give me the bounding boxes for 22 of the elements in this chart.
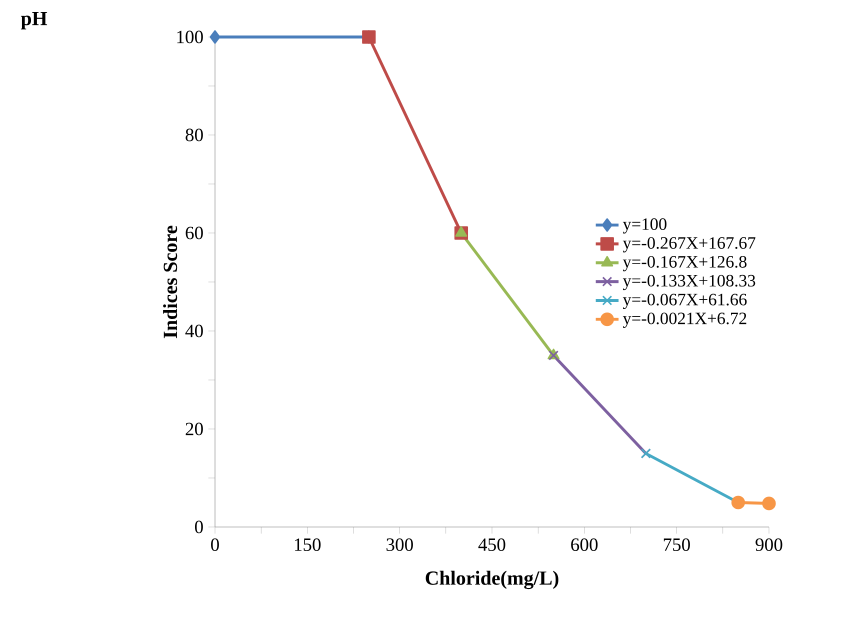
y-tick-label: 100: [177, 30, 203, 44]
legend-label: y=-0.067X+61.66: [622, 294, 747, 309]
x-tick-label: 300: [386, 538, 413, 551]
x-axis-title: Chloride(mg/L): [426, 570, 558, 590]
legend-label: y=-0.167X+126.8: [622, 256, 747, 272]
x-tick-label: 600: [571, 538, 598, 551]
y-tick-label: 0: [195, 520, 203, 534]
x-tick-label: 450: [478, 538, 506, 551]
legend-label: y=100: [622, 218, 666, 234]
legend-label: y=-0.0021X+6.72: [622, 312, 746, 328]
legend-label: y=-0.267X+167.67: [622, 237, 756, 252]
text: pH: [20, 12, 48, 30]
y-tick-label: 60: [186, 226, 203, 240]
x-tick-label: 0: [211, 538, 219, 551]
x-tick-label: 150: [294, 538, 321, 551]
x-tick-label: 750: [664, 538, 690, 551]
legend-label: y=-0.133X+108.33: [622, 274, 756, 290]
y-tick-label: 40: [185, 324, 203, 338]
y-tick-label: 20: [186, 422, 203, 436]
x-tick-label: 900: [756, 538, 782, 551]
y-tick-label: 80: [186, 128, 203, 142]
y-axis-title: Indices Score: [163, 226, 178, 338]
